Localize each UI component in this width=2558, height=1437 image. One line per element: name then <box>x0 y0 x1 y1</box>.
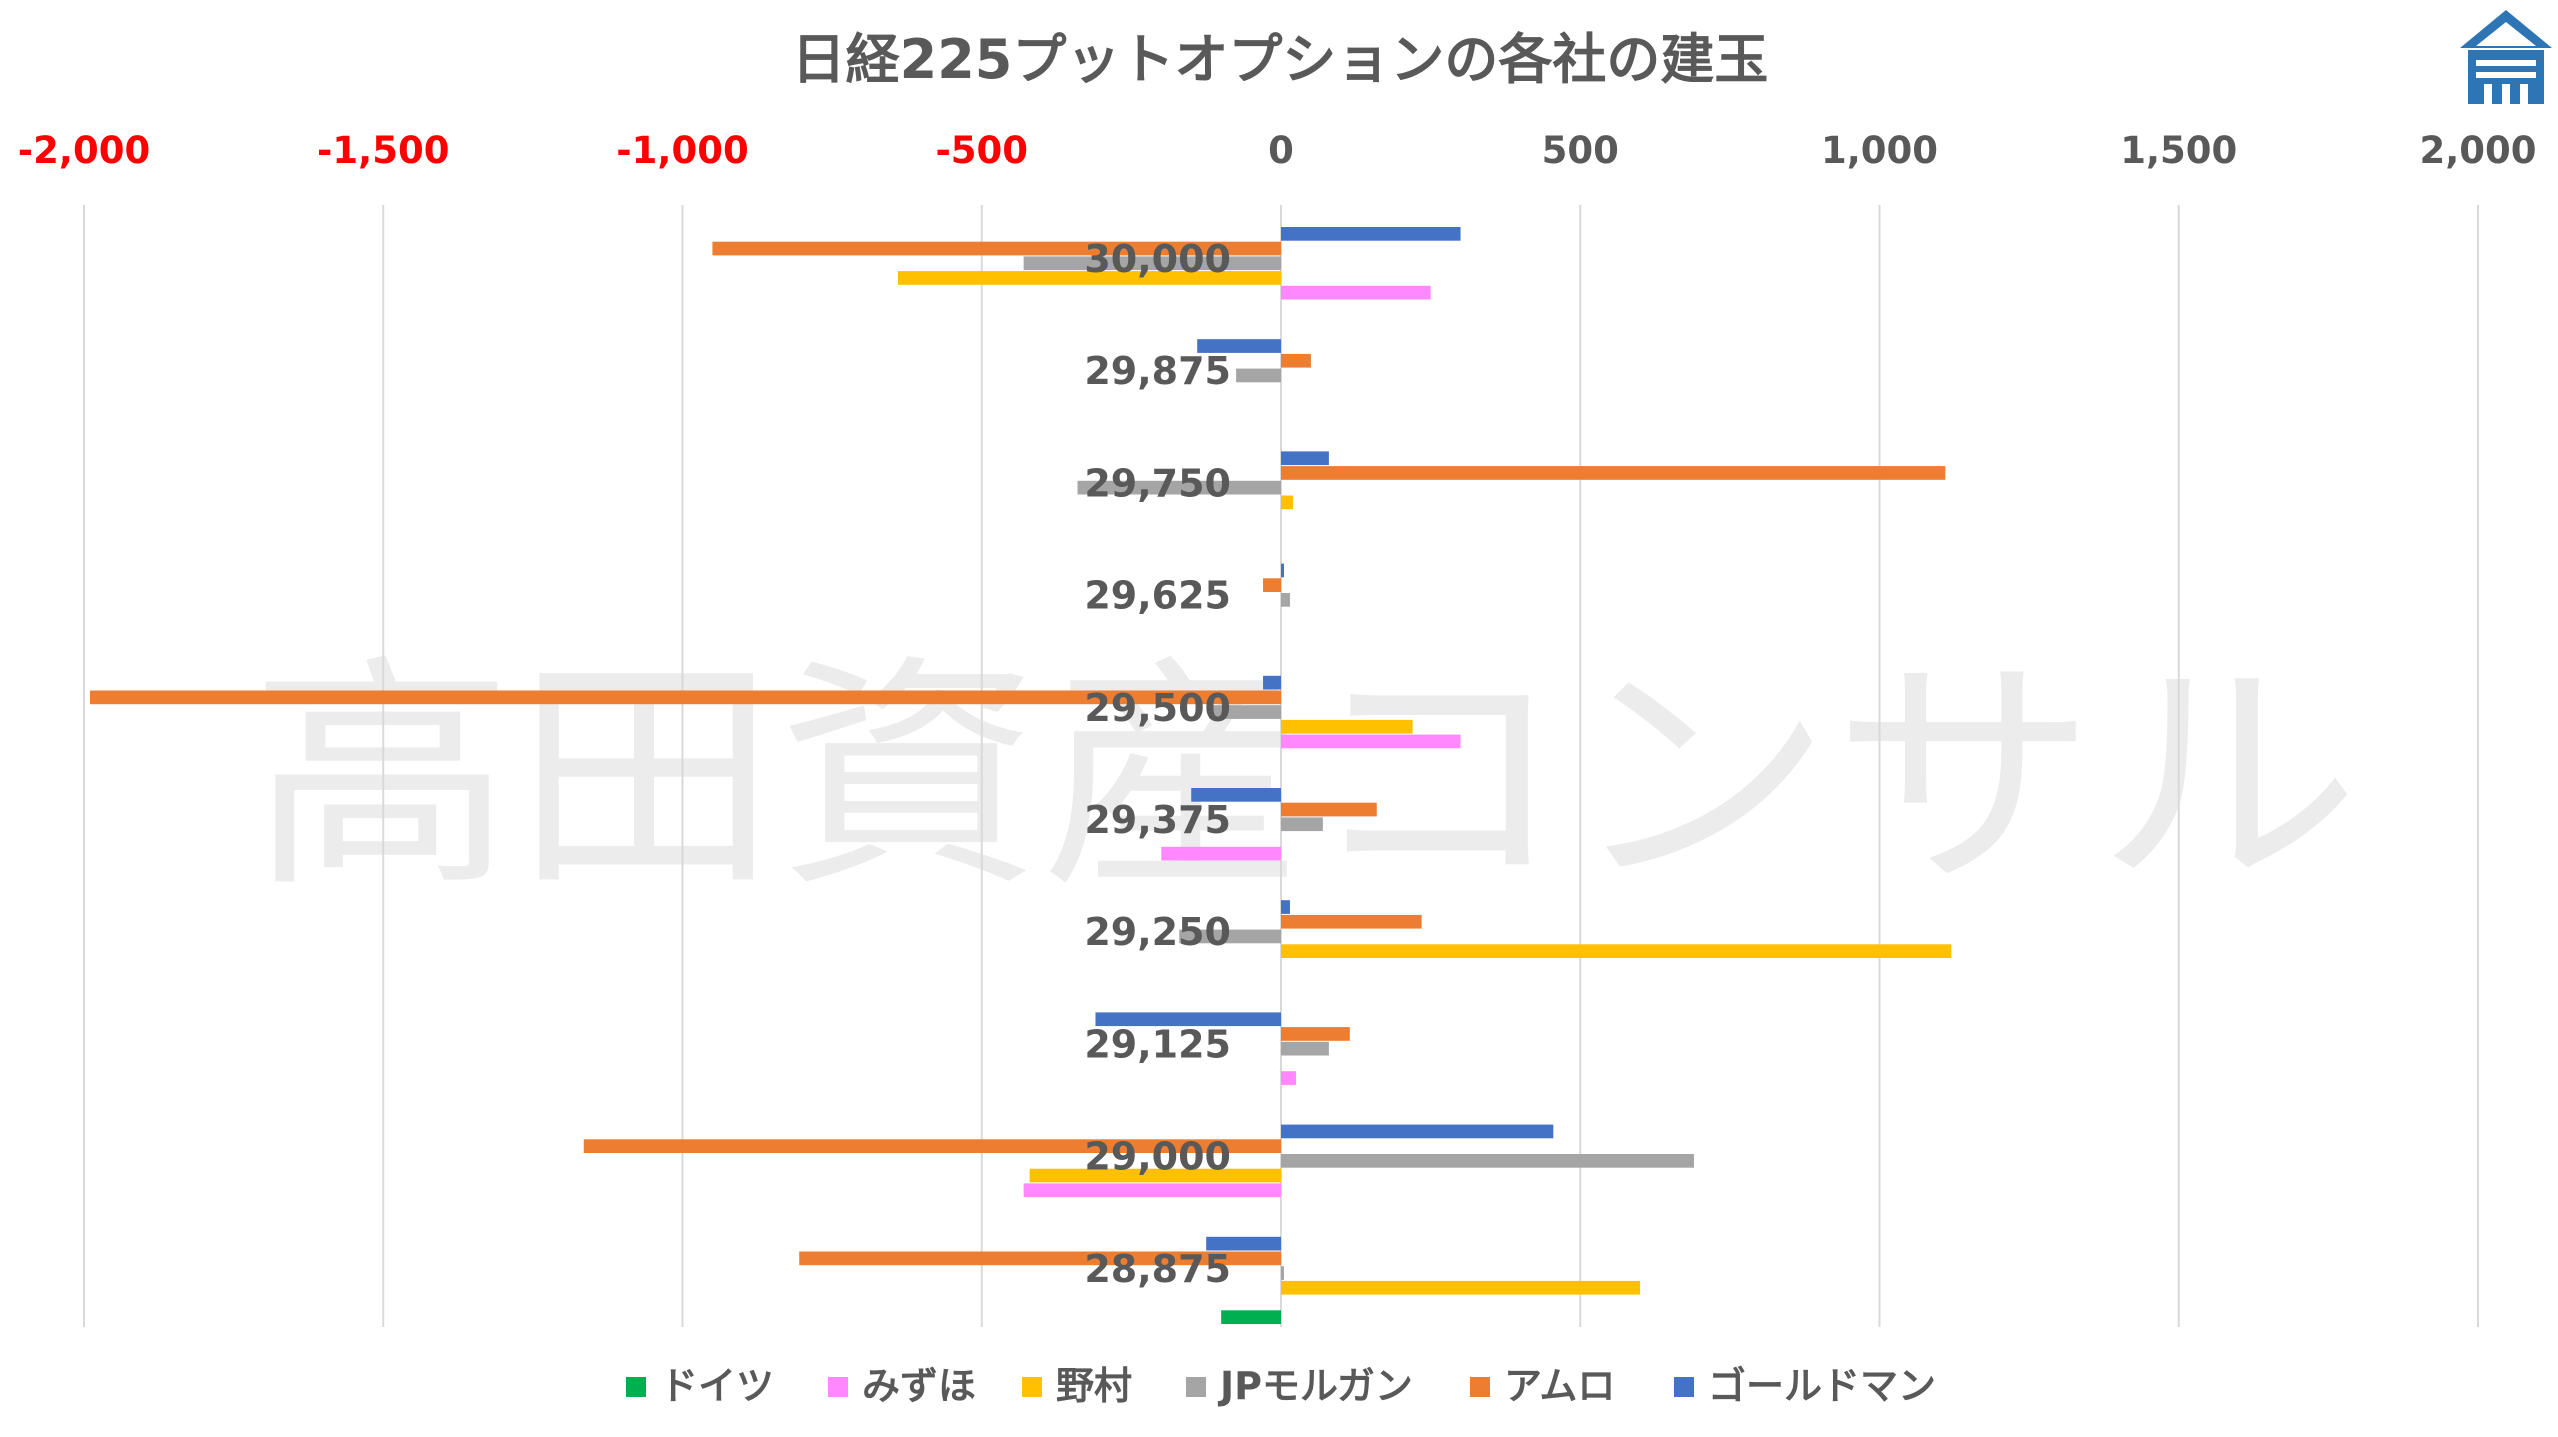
x-tick-label: 1,500 <box>2120 129 2237 172</box>
bar <box>1281 1071 1296 1085</box>
bar <box>1281 914 1422 929</box>
bar <box>1281 466 1946 480</box>
bars <box>89 227 1952 1324</box>
bar <box>1281 1154 1694 1168</box>
bar <box>897 271 1281 285</box>
category-label: 30,000 <box>1084 237 1231 281</box>
bar <box>1209 705 1281 719</box>
bar <box>1197 339 1281 353</box>
category-label: 29,500 <box>1084 686 1231 730</box>
legend-label: みずほ <box>862 1364 976 1408</box>
category-label: 29,625 <box>1084 574 1231 618</box>
bar <box>1281 1027 1350 1041</box>
category-label: 29,875 <box>1084 349 1231 393</box>
x-tick-label: -2,000 <box>18 129 150 172</box>
bar <box>1281 353 1311 368</box>
legend-swatch <box>626 1377 646 1397</box>
bar <box>1281 802 1377 817</box>
bar <box>1263 675 1281 690</box>
legend-label: ゴールドマン <box>1708 1364 1936 1408</box>
x-tick-label: -500 <box>935 129 1028 172</box>
legend-label: ドイツ <box>660 1364 774 1408</box>
x-tick-label: -1,000 <box>616 129 748 172</box>
bar <box>1206 1236 1281 1251</box>
bar <box>1281 495 1293 510</box>
x-axis-tick-labels: -2,000 -1,500 -1,000 -500 0 500 1,000 1,500 2,00… <box>18 129 2537 172</box>
category-label: 29,125 <box>1084 1022 1231 1066</box>
bar <box>1023 1183 1281 1198</box>
bar <box>1191 788 1281 802</box>
x-tick-label: 500 <box>1542 129 1619 172</box>
bar <box>1281 593 1290 607</box>
bar <box>1281 563 1284 578</box>
bar <box>1281 1266 1284 1280</box>
bar <box>583 1139 1281 1153</box>
category-label: 29,250 <box>1084 910 1231 954</box>
bar <box>1281 1124 1554 1139</box>
bar <box>712 241 1281 256</box>
legend-swatch <box>1674 1377 1694 1397</box>
category-label: 29,000 <box>1084 1135 1231 1179</box>
bar <box>1281 719 1413 734</box>
legend-label: 野村 <box>1056 1364 1132 1408</box>
x-tick-label: 1,000 <box>1821 129 1938 172</box>
x-tick-label: -1,500 <box>317 129 449 172</box>
bar <box>1281 451 1329 466</box>
bar <box>1095 1012 1281 1027</box>
bar <box>1077 480 1281 495</box>
bar <box>89 690 1282 705</box>
bar <box>1281 285 1431 300</box>
legend-swatch <box>828 1377 848 1397</box>
bar <box>1221 1310 1281 1324</box>
bar <box>1029 1168 1281 1183</box>
category-labels: 30,000 29,875 29,750 29,625 29,500 29,375 29,2… <box>1084 237 1231 1291</box>
legend-swatch <box>1022 1377 1042 1397</box>
gridlines <box>83 205 2479 1327</box>
bar <box>1161 846 1281 861</box>
x-tick-label: 0 <box>1268 129 1294 172</box>
legend-label: アムロ <box>1504 1364 1615 1408</box>
bar <box>799 1251 1281 1266</box>
bar <box>1281 1041 1329 1056</box>
bar <box>1281 734 1461 749</box>
bar <box>1281 900 1290 914</box>
category-label: 29,375 <box>1084 798 1231 842</box>
legend: ドイツ みずほ 野村 JPモルガン アムロ ゴールドマン <box>626 1364 1936 1408</box>
chart-title: 日経225プットオプションの各社の建玉 <box>792 28 1769 91</box>
house-logo-icon <box>2460 10 2552 104</box>
legend-label: JPモルガン <box>1217 1364 1413 1408</box>
bar <box>1281 1280 1641 1295</box>
bar <box>1179 929 1281 944</box>
legend-swatch <box>1470 1377 1490 1397</box>
bar <box>1236 368 1281 383</box>
bar <box>1263 578 1281 592</box>
bar <box>1281 817 1323 832</box>
category-label: 28,875 <box>1084 1247 1231 1291</box>
x-tick-label: 2,000 <box>2419 129 2536 172</box>
bar <box>1281 227 1461 241</box>
bar <box>1023 256 1281 271</box>
category-label: 29,750 <box>1084 461 1231 505</box>
watermark: 高田資産コンサル <box>250 635 2360 920</box>
bar <box>1281 944 1952 958</box>
legend-swatch <box>1186 1377 1206 1397</box>
